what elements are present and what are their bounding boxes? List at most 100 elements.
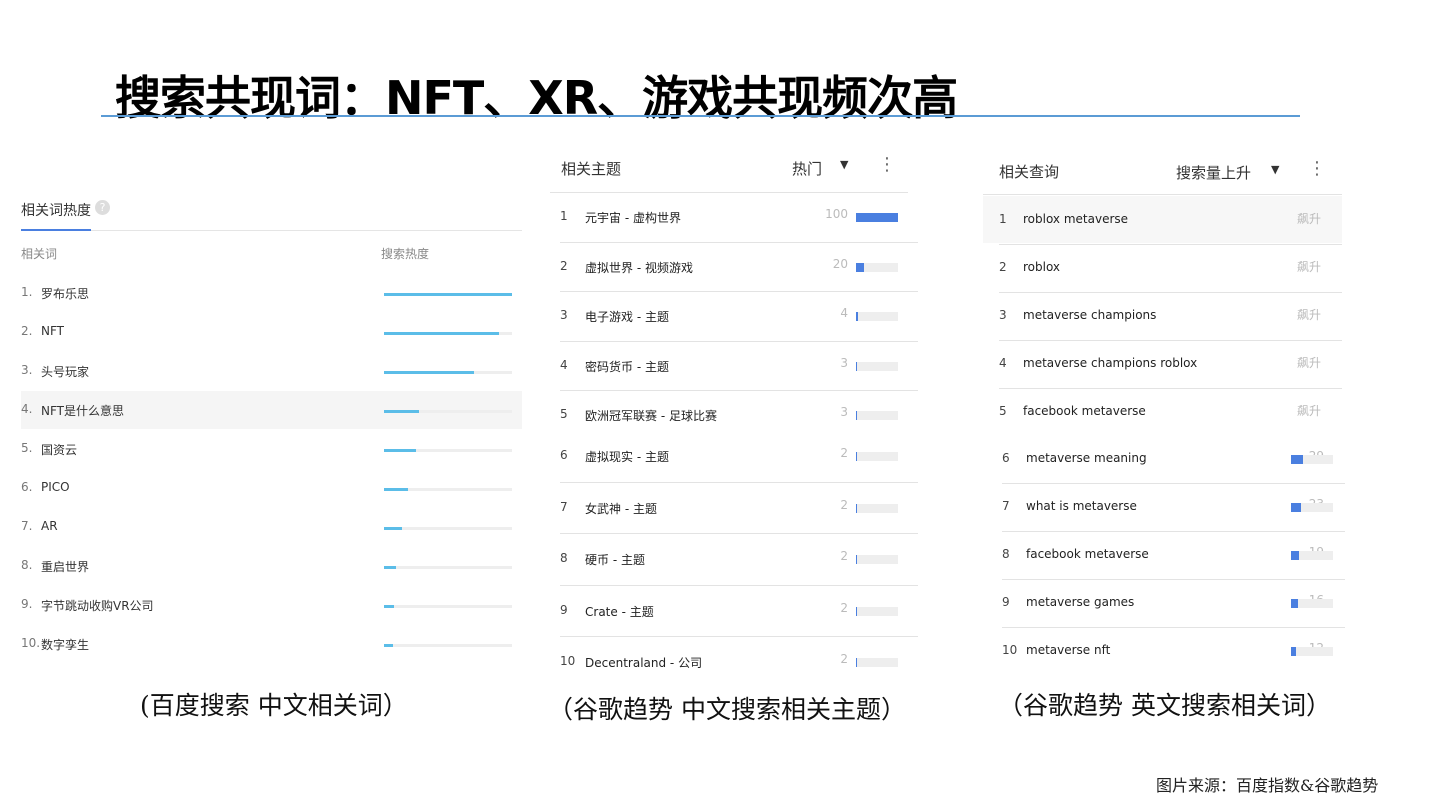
list-item[interactable]: 3 电子游戏 - 主题 4	[560, 306, 908, 326]
list-item[interactable]: 3. 头号玩家	[21, 363, 522, 381]
heat-bar-track	[384, 449, 512, 452]
rank: 4	[560, 357, 568, 372]
list-item[interactable]: 1 元宇宙 - 虚构世界 100	[560, 207, 908, 227]
column-header-heat: 搜索热度	[381, 247, 430, 261]
word: PICO	[41, 480, 70, 494]
rank: 6.	[21, 480, 33, 494]
rank: 3.	[21, 363, 33, 377]
list-item[interactable]: 6 虚拟现实 - 主题 2	[560, 446, 908, 466]
heat-bar-track	[384, 644, 512, 647]
heat-bar-track	[384, 410, 512, 413]
divider	[560, 241, 918, 243]
divider	[560, 533, 918, 535]
word: 重启世界	[41, 560, 90, 574]
word: AR	[41, 519, 58, 533]
value: 飙升	[1296, 404, 1321, 418]
list-item[interactable]: 1. 罗布乐思	[21, 285, 522, 303]
rank: 4.	[21, 402, 33, 416]
more-vert-icon[interactable]: ⋮	[1308, 158, 1326, 179]
rank: 9	[560, 602, 568, 617]
label: 电子游戏 - 主题	[585, 310, 669, 324]
list-item[interactable]: 8 硬币 - 主题 2	[560, 549, 908, 569]
rank: 2	[999, 260, 1007, 274]
value: 20	[832, 256, 848, 271]
list-item[interactable]: 3 metaverse champions 飙升	[999, 308, 1332, 326]
heat-bar-track	[384, 527, 512, 530]
divider	[550, 192, 908, 193]
value-bar-track	[856, 555, 898, 564]
chevron-down-icon[interactable]: ▼	[840, 158, 849, 171]
divider	[560, 390, 918, 392]
list-item[interactable]: 9 Crate - 主题 2	[560, 601, 908, 621]
question-circle-icon[interactable]: ?	[95, 200, 110, 215]
value-bar-track	[856, 361, 898, 371]
value: 飙升	[1296, 260, 1321, 274]
rank: 9.	[21, 597, 33, 611]
rank: 1	[560, 209, 568, 223]
divider	[1002, 531, 1345, 532]
list-item[interactable]: 9. 字节跳动收购VR公司	[21, 597, 522, 615]
queries-sort-select[interactable]: 搜索量上升	[1176, 164, 1252, 182]
list-item[interactable]: 7. AR	[21, 519, 522, 537]
rank: 8	[560, 551, 568, 565]
topics-sort-select[interactable]: 热门	[792, 160, 823, 178]
heat-bar-fill	[384, 566, 396, 569]
list-item[interactable]: 2 roblox 飙升	[999, 260, 1332, 278]
rank: 9	[1002, 595, 1010, 609]
value-bar-fill	[1291, 455, 1304, 464]
value-bar-track	[856, 658, 898, 667]
list-item[interactable]: 4 密码货币 - 主题 3	[560, 356, 908, 376]
list-item[interactable]: 8. 重启世界	[21, 558, 522, 576]
list-item[interactable]: 5. 国资云	[21, 441, 522, 459]
value-bar-track	[1291, 551, 1333, 560]
rank: 1	[999, 212, 1007, 226]
tab-related-words[interactable]: 相关词热度	[21, 203, 91, 219]
list-item[interactable]: 2 虚拟世界 - 视频游戏 20	[560, 256, 908, 277]
divider	[999, 340, 1342, 341]
list-item[interactable]: 5 facebook metaverse 飙升	[999, 404, 1332, 422]
list-item[interactable]: 5 欧洲冠军联赛 - 足球比赛 3	[560, 405, 908, 425]
value-bar-fill	[856, 411, 858, 420]
rank: 5	[999, 404, 1007, 418]
more-vert-icon[interactable]: ⋮	[878, 154, 896, 175]
list-item[interactable]: 4. NFT是什么意思	[21, 402, 522, 420]
rank: 3	[999, 308, 1007, 322]
value: 100	[825, 207, 848, 221]
word: NFT	[41, 324, 64, 338]
label: 密码货币 - 主题	[585, 359, 669, 374]
list-item[interactable]: 1 roblox metaverse 飙升	[999, 212, 1332, 230]
value: 飙升	[1296, 356, 1321, 370]
heat-bar-track	[384, 371, 512, 374]
list-item[interactable]: 4 metaverse champions roblox 飙升	[999, 356, 1332, 374]
list-item[interactable]: 10 Decentraland - 公司 2	[560, 652, 908, 672]
list-item[interactable]: 6. PICO	[21, 480, 522, 498]
label: 欧洲冠军联赛 - 足球比赛	[585, 409, 717, 423]
caption-queries: （谷歌趋势 英文搜索相关词）	[998, 691, 1331, 720]
word: 罗布乐思	[41, 287, 90, 301]
value-bar-fill	[1291, 599, 1298, 608]
divider	[560, 291, 918, 293]
column-header-word: 相关词	[21, 247, 58, 261]
rank: 5.	[21, 441, 33, 455]
rank: 6	[560, 448, 568, 462]
heat-bar-track	[384, 293, 512, 296]
divider	[560, 584, 918, 586]
list-item[interactable]: 10. 数字孪生	[21, 636, 522, 654]
heat-bar-track	[384, 332, 512, 335]
list-item[interactable]: 2. NFT	[21, 324, 522, 342]
rank: 6	[1002, 451, 1010, 465]
value: 4	[840, 306, 848, 320]
divider	[1002, 627, 1345, 628]
list-item[interactable]: 7 女武神 - 主题 2	[560, 498, 908, 518]
divider	[999, 388, 1342, 389]
label: metaverse champions roblox	[1023, 356, 1198, 370]
label: metaverse nft	[1026, 643, 1111, 657]
chevron-down-icon[interactable]: ▼	[1271, 163, 1280, 176]
label: 元宇宙 - 虚构世界	[585, 211, 681, 225]
label: roblox metaverse	[1023, 212, 1129, 226]
